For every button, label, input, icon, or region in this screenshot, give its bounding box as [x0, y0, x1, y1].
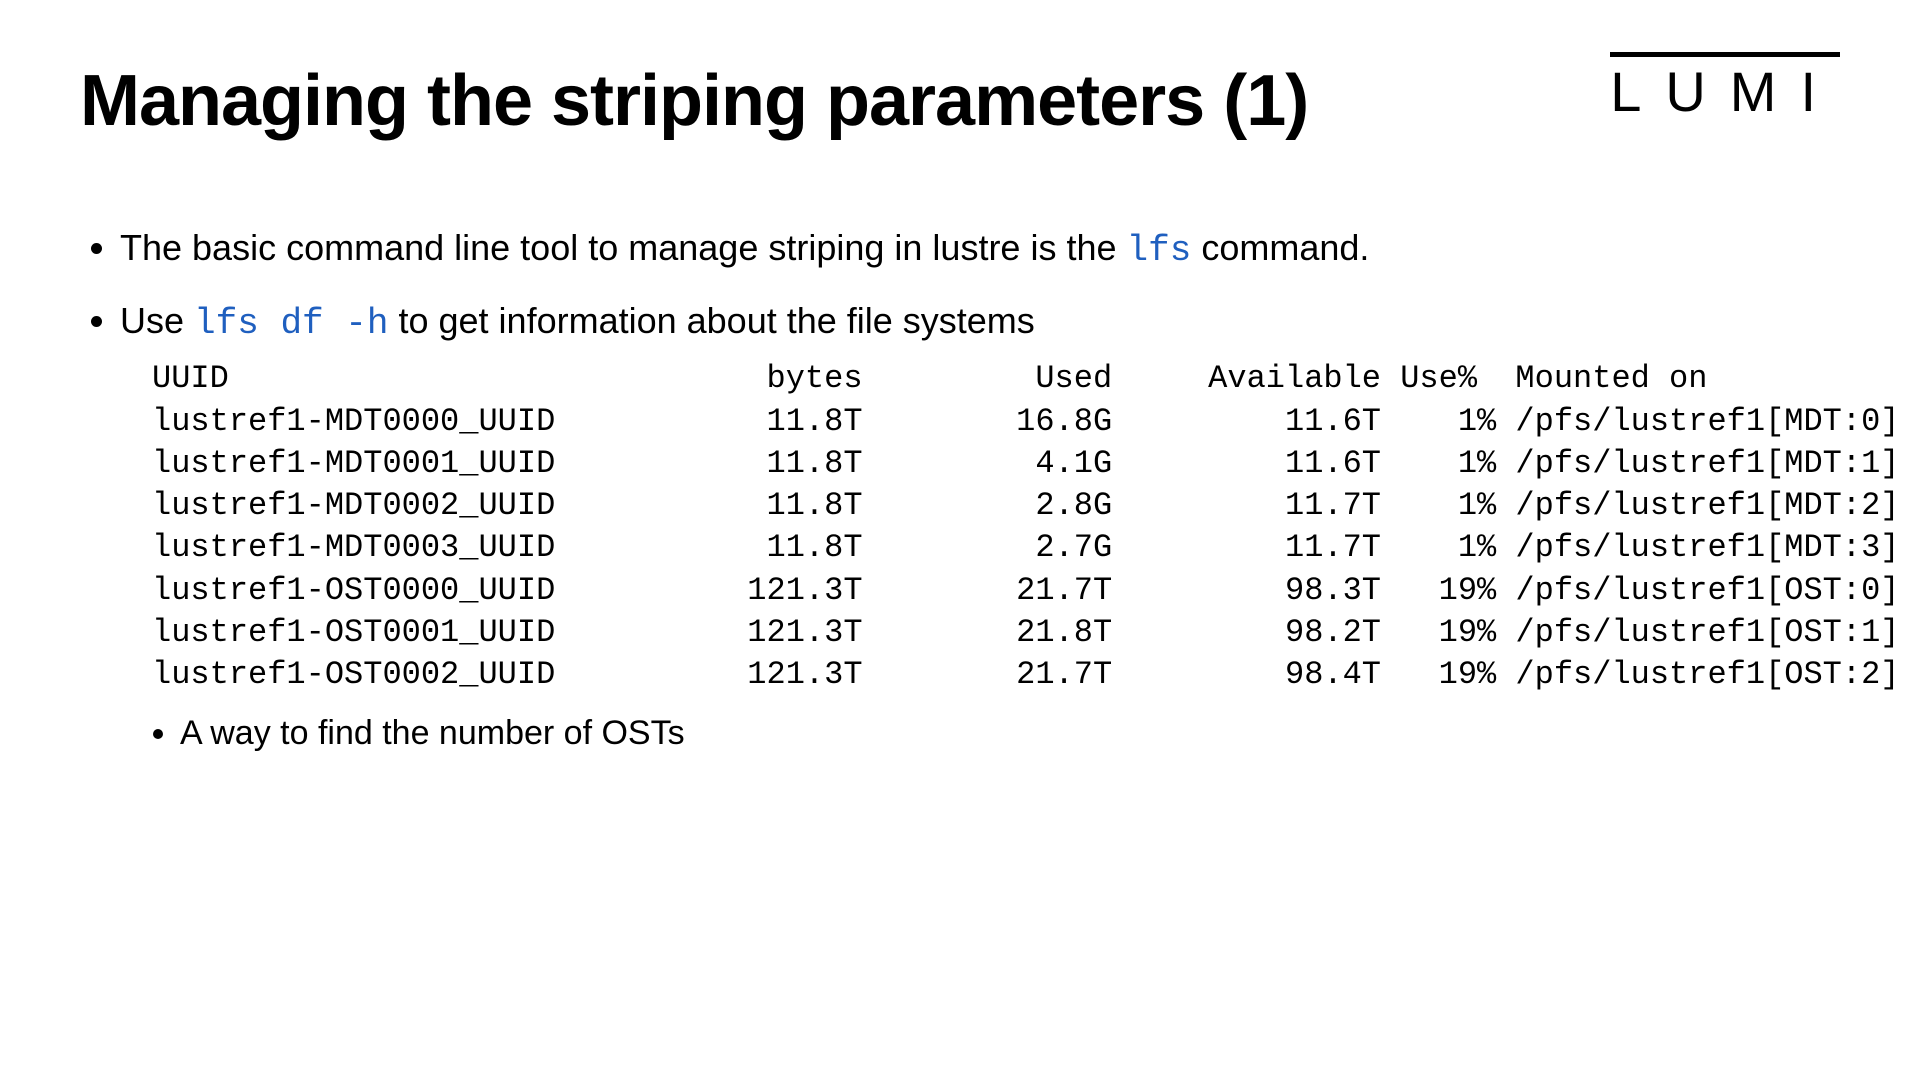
logo-text: LUMI	[1610, 52, 1840, 124]
bullet-2: Use lfs df -h to get information about t…	[120, 295, 1840, 758]
bullet-2-suffix: to get information about the file system…	[388, 300, 1034, 341]
bullet-2-prefix: Use	[120, 300, 194, 341]
slide-title: Managing the striping parameters (1)	[80, 60, 1840, 142]
bullet-1-prefix: The basic command line tool to manage st…	[120, 227, 1127, 268]
bullet-1: The basic command line tool to manage st…	[120, 222, 1840, 277]
bullet-1-cmd: lfs	[1127, 230, 1192, 271]
sub-bullet-list: A way to find the number of OSTs	[120, 710, 1840, 758]
lfs-df-output: UUID bytes Used Available Use% Mounted o…	[152, 358, 1840, 696]
sub-bullet-1: A way to find the number of OSTs	[180, 710, 1840, 758]
slide: LUMI Managing the striping parameters (1…	[0, 0, 1920, 1080]
bullet-list: The basic command line tool to manage st…	[80, 222, 1840, 758]
bullet-2-cmd: lfs df -h	[194, 303, 388, 344]
bullet-1-suffix: command.	[1191, 227, 1369, 268]
lumi-logo: LUMI	[1610, 52, 1840, 124]
